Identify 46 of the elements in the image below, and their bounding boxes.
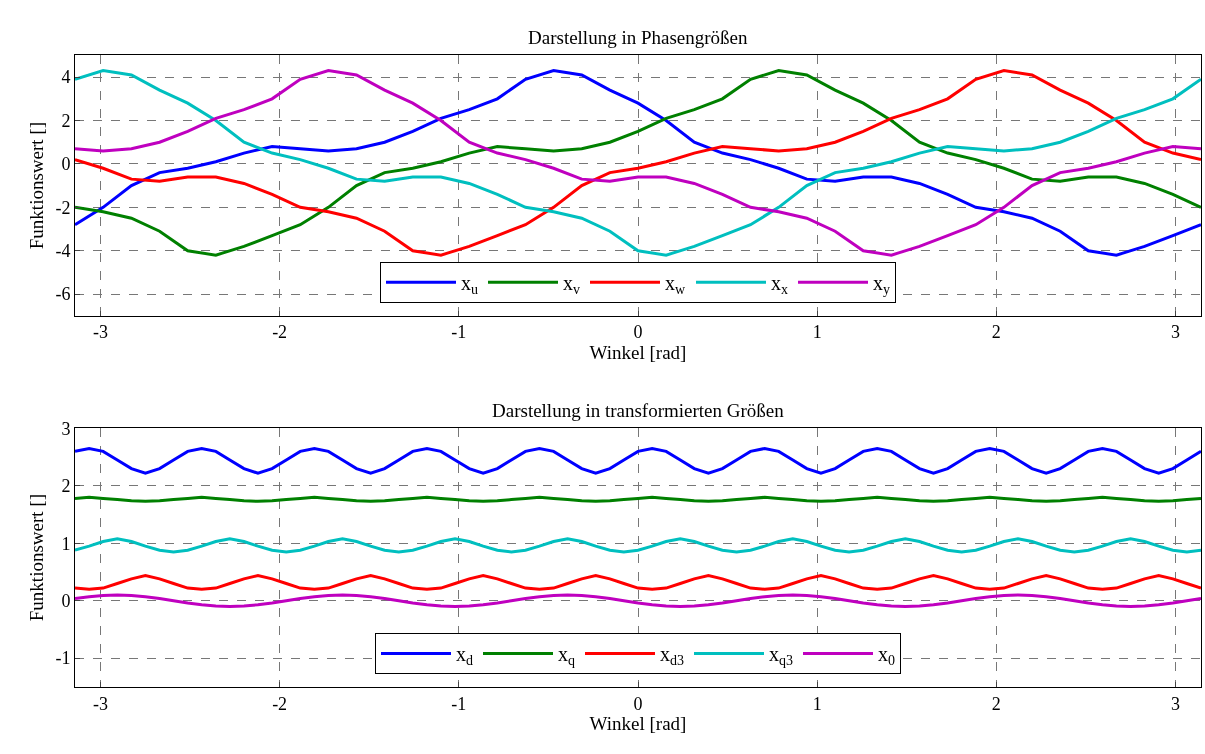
x-tick-label: -3: [92, 693, 108, 714]
y-tick-label: -1: [55, 648, 71, 669]
y-tick-label: 2: [61, 110, 71, 131]
x-tick-label: 0: [633, 693, 643, 714]
line-series: [75, 537, 1201, 554]
y-tick-label: 2: [61, 476, 71, 497]
legend-label: x$_{q3}$: [769, 643, 793, 669]
y-tick-label: 3: [61, 418, 71, 439]
y-tick-label: 0: [61, 154, 71, 175]
x-tick-label: 2: [991, 322, 1001, 343]
x-tick-label: -2: [272, 322, 288, 343]
x-axis-title: Winkel [rad]: [589, 713, 687, 735]
x-tick-label: -1: [451, 693, 467, 714]
y-tick-label: 4: [61, 67, 71, 88]
x-tick-label: 2: [991, 693, 1001, 714]
x-tick-label: 3: [1171, 693, 1181, 714]
x-tick-label: 3: [1171, 322, 1181, 343]
legend-label: x$_{d3}$: [660, 643, 684, 669]
y-tick-label: -2: [55, 197, 71, 218]
line-series: [75, 69, 1201, 257]
y-tick-label: 1: [61, 533, 71, 554]
legend-label: x$_{u}$: [461, 272, 478, 298]
legend-label: x$_{y}$: [873, 272, 890, 298]
y-axis-title: Funktionswert []: [26, 494, 48, 622]
legend-label: x$_{0}$: [878, 643, 895, 669]
x-tick-label: -1: [451, 322, 467, 343]
y-tick-label: 0: [61, 591, 71, 612]
x-axis-title: Winkel [rad]: [589, 342, 687, 364]
y-axis-title: Funktionswert []: [26, 122, 48, 250]
legend-label: x$_{q}$: [558, 643, 575, 669]
x-tick-label: -3: [92, 322, 108, 343]
line-series: [75, 593, 1201, 608]
chart-title: Darstellung in transformierten Größen: [492, 400, 785, 421]
x-tick-label: 0: [633, 322, 643, 343]
legend-label: x$_{x}$: [771, 272, 788, 298]
y-tick-label: -4: [55, 241, 71, 262]
x-tick-label: 1: [812, 693, 822, 714]
legend-label: x$_{w}$: [665, 272, 686, 298]
y-tick-label: -6: [55, 284, 71, 305]
line-series: [75, 446, 1201, 475]
x-tick-label: -2: [272, 693, 288, 714]
legend-label: x$_{v}$: [563, 272, 580, 298]
legend-label: x$_{d}$: [456, 643, 473, 669]
chart-title: Darstellung in Phasengrößen: [528, 27, 749, 48]
line-series: [75, 573, 1201, 591]
x-tick-label: 1: [812, 322, 822, 343]
